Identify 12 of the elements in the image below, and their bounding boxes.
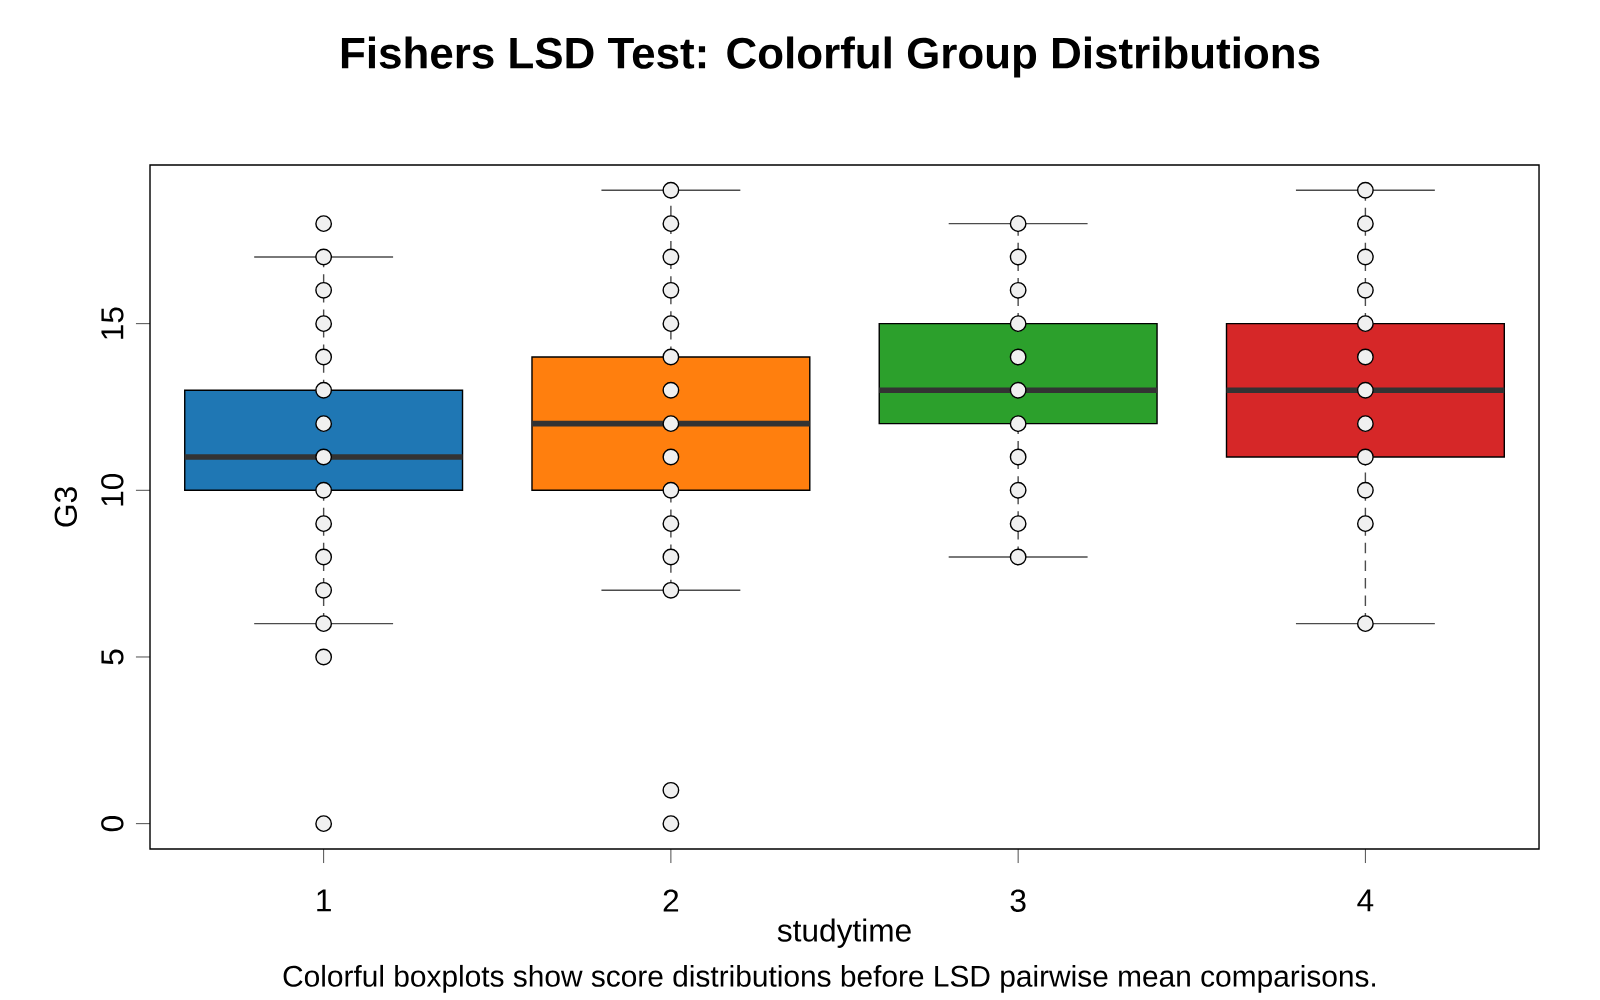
y-tick-label: 15 <box>101 307 124 339</box>
y-axis-title: G3 <box>54 487 78 527</box>
text: Colorful boxplots show score distributions before LSD pairwise mean comparisons. <box>283 964 1376 993</box>
x-tick-label: 1 <box>317 889 331 912</box>
x-tick-label: 2 <box>663 889 679 912</box>
chart-title: Fishers LSD Test: Colorful Group Distributions <box>341 36 1320 78</box>
y-tick-label: 0 <box>101 816 124 832</box>
y-tick-label: 5 <box>101 649 124 665</box>
y-tick-label: 10 <box>101 473 124 506</box>
x-tick-label: 4 <box>1357 889 1374 912</box>
x-axis-title: studytime <box>777 918 911 948</box>
x-tick-label: 3 <box>1010 889 1026 912</box>
